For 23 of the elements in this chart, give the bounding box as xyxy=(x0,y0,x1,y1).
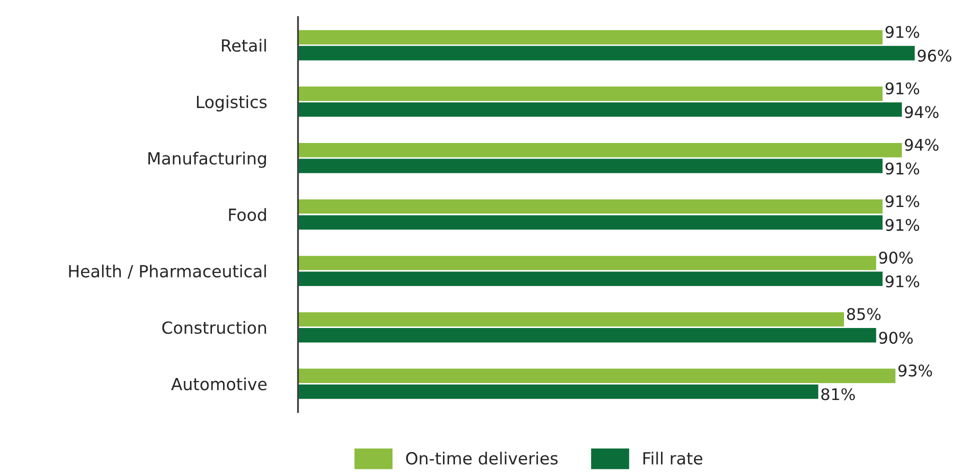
data-label: 90% xyxy=(879,332,913,344)
y-tick-label: Retail xyxy=(222,38,266,52)
data-label: 96% xyxy=(918,50,952,62)
y-tick-label: Manufacturing xyxy=(148,152,266,168)
legend-label: On-time deliveries xyxy=(406,452,558,465)
data-label: 81% xyxy=(821,388,855,400)
data-label: 94% xyxy=(904,138,938,151)
y-tick-label: Logistics xyxy=(196,95,267,112)
data-label: 85% xyxy=(847,308,881,320)
y-tick-label: Construction xyxy=(162,321,266,334)
data-label: 91% xyxy=(886,162,920,175)
data-label: 91% xyxy=(886,195,920,208)
data-label: 93% xyxy=(898,364,932,377)
y-tick-label: Automotive xyxy=(171,377,267,390)
legend-label: Fill rate xyxy=(643,452,702,465)
y-tick-label: Health / Pharmaceutical xyxy=(69,264,266,279)
data-label: 90% xyxy=(879,252,913,264)
data-label: 91% xyxy=(886,82,920,94)
data-label: 91% xyxy=(886,26,920,38)
data-label: 94% xyxy=(904,106,938,118)
data-label: 91% xyxy=(886,275,920,288)
y-tick-label: Food xyxy=(229,208,266,222)
data-label: 91% xyxy=(886,218,920,231)
